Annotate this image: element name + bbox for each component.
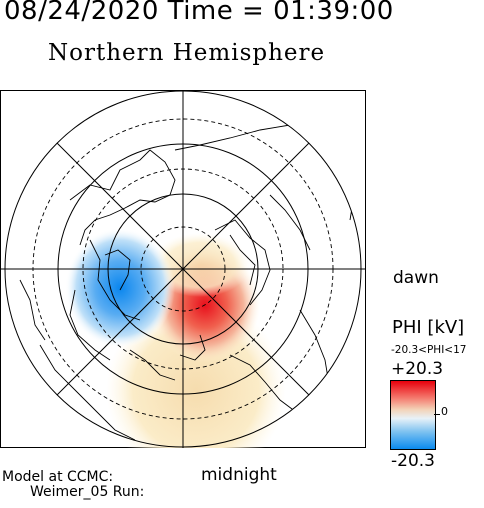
colorbar [390, 380, 436, 450]
colorbar-zero-tick [434, 414, 440, 415]
meridians [0, 90, 366, 448]
hemisphere-title: Northern Hemisphere [48, 40, 326, 66]
negative-cell [65, 228, 175, 348]
colorbar-zero-label: 0 [441, 405, 448, 418]
phi-range-text: -20.3<PHI<17 [391, 344, 467, 356]
model-label: Model at CCMC: [2, 469, 114, 485]
positive-cell-upper [150, 233, 250, 297]
dawn-label: dawn [393, 268, 439, 288]
colorbar-max-label: +20.3 [391, 359, 444, 379]
phi-quantity-label: PHI [kV] [392, 317, 465, 338]
polar-map [0, 90, 366, 448]
date-time-header: 08/24/2020 Time = 01:39:00 [4, 0, 394, 26]
run-label: Weimer_05 Run: [30, 484, 145, 500]
midnight-label: midnight [201, 465, 277, 485]
colorbar-min-label: -20.3 [391, 451, 435, 471]
